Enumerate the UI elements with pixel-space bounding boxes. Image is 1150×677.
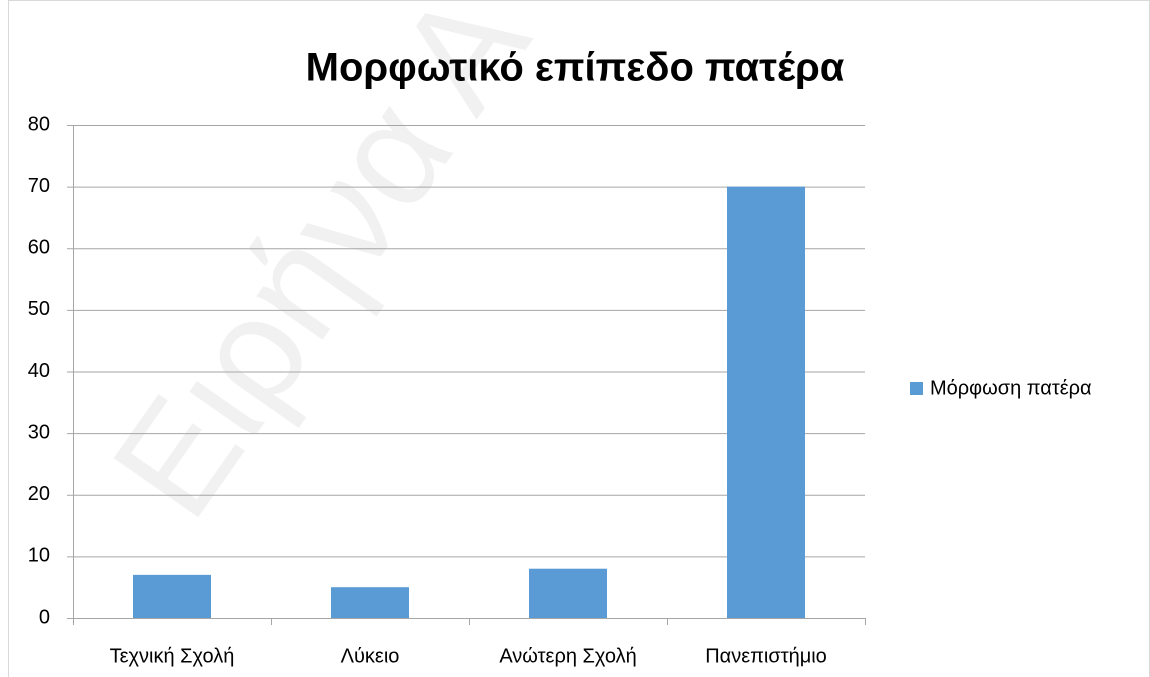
bar <box>529 568 607 618</box>
y-tick-label: 70 <box>28 175 50 197</box>
x-tick-label: Ανώτερη Σχολή <box>499 645 636 667</box>
x-tick-label: Πανεπιστήμιο <box>705 645 827 667</box>
y-tick-label: 40 <box>28 360 50 382</box>
legend-label: Μόρφωση πατέρα <box>930 377 1092 399</box>
y-tick-label: 20 <box>28 483 50 505</box>
y-tick-label: 0 <box>39 606 50 628</box>
bar <box>331 587 409 618</box>
chart-title: Μορφωτικό επίπεδο πατέρα <box>306 46 845 90</box>
y-tick-label: 60 <box>28 237 50 259</box>
bar <box>727 186 805 618</box>
legend-swatch <box>910 382 923 395</box>
y-tick-label: 80 <box>28 113 50 135</box>
y-tick-label: 10 <box>28 545 50 567</box>
bar <box>133 574 211 618</box>
x-tick-label: Λύκειο <box>341 645 400 667</box>
y-tick-label: 50 <box>28 298 50 320</box>
y-tick-label: 30 <box>28 421 50 443</box>
x-tick-label: Τεχνική Σχολή <box>110 645 235 667</box>
chart-frame <box>8 0 1150 677</box>
